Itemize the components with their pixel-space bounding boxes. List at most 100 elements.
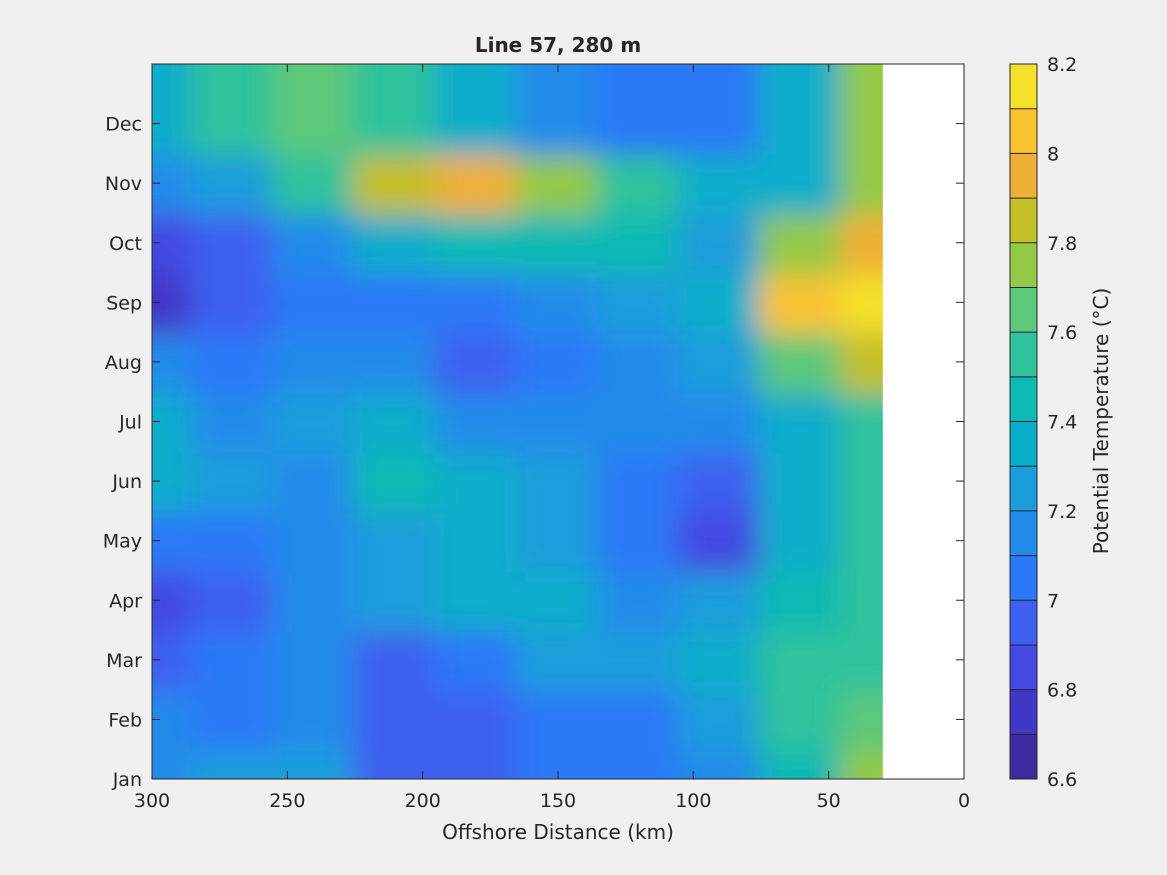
contour-cell <box>596 64 682 156</box>
contour-cell <box>190 151 276 215</box>
contour-cell <box>190 330 276 394</box>
colorbar-tick-label: 6.6 <box>1047 769 1077 791</box>
contour-cell <box>353 270 439 335</box>
contour-cell <box>677 747 763 779</box>
x-axis-label: Offshore Distance (km) <box>442 820 674 844</box>
contour-cell <box>840 628 883 692</box>
y-tick-label: May <box>103 531 142 553</box>
colorbar-tick-label: 8.2 <box>1047 54 1077 76</box>
colorbar-swatch <box>1010 108 1037 154</box>
contour-cell <box>353 508 439 573</box>
contour-cell <box>596 747 682 779</box>
contour-cell <box>515 270 601 335</box>
y-tick-label: Jan <box>112 769 142 791</box>
contour-cell <box>759 64 845 156</box>
contour-cell <box>759 568 845 633</box>
contour-cell <box>840 389 883 454</box>
colorbar-swatch <box>1010 555 1037 601</box>
contour-cell <box>677 210 763 275</box>
contour-cell <box>515 210 601 275</box>
contour-cell <box>515 64 601 156</box>
colorbar-swatch <box>1010 376 1037 422</box>
contour-cell <box>759 747 845 779</box>
x-tick-label: 150 <box>540 790 576 812</box>
contour-cell <box>190 747 276 779</box>
contour-cell <box>759 210 845 275</box>
contour-cell <box>840 151 883 215</box>
contour-cell <box>152 64 195 156</box>
colorbar-swatch <box>1010 332 1037 377</box>
contour-cell <box>759 270 845 335</box>
contour-cell <box>596 389 682 454</box>
contour-cell <box>271 64 357 156</box>
contour-cell <box>759 628 845 692</box>
contour-cell <box>434 508 520 573</box>
y-tick-label: Feb <box>108 709 142 731</box>
contour-cell <box>434 389 520 454</box>
contour-cell <box>596 568 682 633</box>
contour-cell <box>190 270 276 335</box>
plot-axes: 6.6 6.8 7 7.2 7.4 7.6 7.8 8 8.2 300 250 200 150 100 5… <box>103 54 1078 812</box>
contour-cell <box>190 568 276 633</box>
chart-title: Line 57, 280 m <box>475 33 641 57</box>
contour-cell <box>434 687 520 752</box>
contour-cell <box>271 270 357 335</box>
contour-cell <box>840 687 883 752</box>
contour-cell <box>840 568 883 633</box>
contour-cell <box>596 449 682 513</box>
contour-cell <box>840 64 883 156</box>
x-tick-label: 300 <box>134 790 170 812</box>
contour-cell <box>677 330 763 394</box>
contour-cell <box>515 628 601 692</box>
contour-cell <box>677 508 763 573</box>
contour-cell <box>677 628 763 692</box>
contour-cell <box>271 568 357 633</box>
x-axis-ticks: 300 250 200 150 100 50 0 <box>134 64 970 812</box>
contour-cell <box>353 210 439 275</box>
contour-cell <box>152 747 195 779</box>
contour-cell <box>596 508 682 573</box>
contour-cell <box>190 389 276 454</box>
colorbar-tick-label: 6.8 <box>1047 680 1077 702</box>
contour-cell <box>596 330 682 394</box>
contour-cell <box>434 747 520 779</box>
y-tick-label: Mar <box>106 650 142 672</box>
contour-cell <box>759 687 845 752</box>
colorbar-swatch <box>1010 510 1037 556</box>
y-axis-ticks: Jan Feb Mar Apr May Jun Jul Aug Sep Oct Nov Dec <box>103 114 964 791</box>
contour-field <box>152 64 883 779</box>
contour-cell <box>434 270 520 335</box>
contour-cell <box>271 508 357 573</box>
contour-cell <box>434 449 520 513</box>
contour-cell <box>271 151 357 215</box>
contour-cell <box>353 389 439 454</box>
contour-cell <box>596 210 682 275</box>
contour-cell <box>840 270 883 335</box>
contour-cell <box>515 687 601 752</box>
x-tick-label: 250 <box>269 790 305 812</box>
contour-cell <box>759 151 845 215</box>
contour-cell <box>353 64 439 156</box>
contour-cell <box>434 151 520 215</box>
colorbar-tick-label: 7.8 <box>1047 233 1077 255</box>
colorbar-swatch <box>1010 153 1037 199</box>
contour-cell <box>434 628 520 692</box>
contour-cell <box>190 210 276 275</box>
y-tick-label: Sep <box>106 292 142 314</box>
contour-cell <box>840 508 883 573</box>
colorbar-swatch <box>1010 198 1037 243</box>
contour-cell <box>677 151 763 215</box>
y-tick-label: Aug <box>105 352 142 374</box>
contour-cell <box>677 270 763 335</box>
colorbar-label: Potential Temperature (°C) <box>1089 288 1113 555</box>
colorbar-swatch <box>1010 242 1037 288</box>
contour-cell <box>515 568 601 633</box>
contour-cell <box>759 389 845 454</box>
contour-cell <box>353 628 439 692</box>
contour-cell <box>271 449 357 513</box>
colorbar-tick-label: 7.2 <box>1047 501 1077 523</box>
contour-cell <box>596 628 682 692</box>
contour-cell <box>434 64 520 156</box>
contour-cell <box>596 270 682 335</box>
y-tick-label: Nov <box>105 173 142 195</box>
